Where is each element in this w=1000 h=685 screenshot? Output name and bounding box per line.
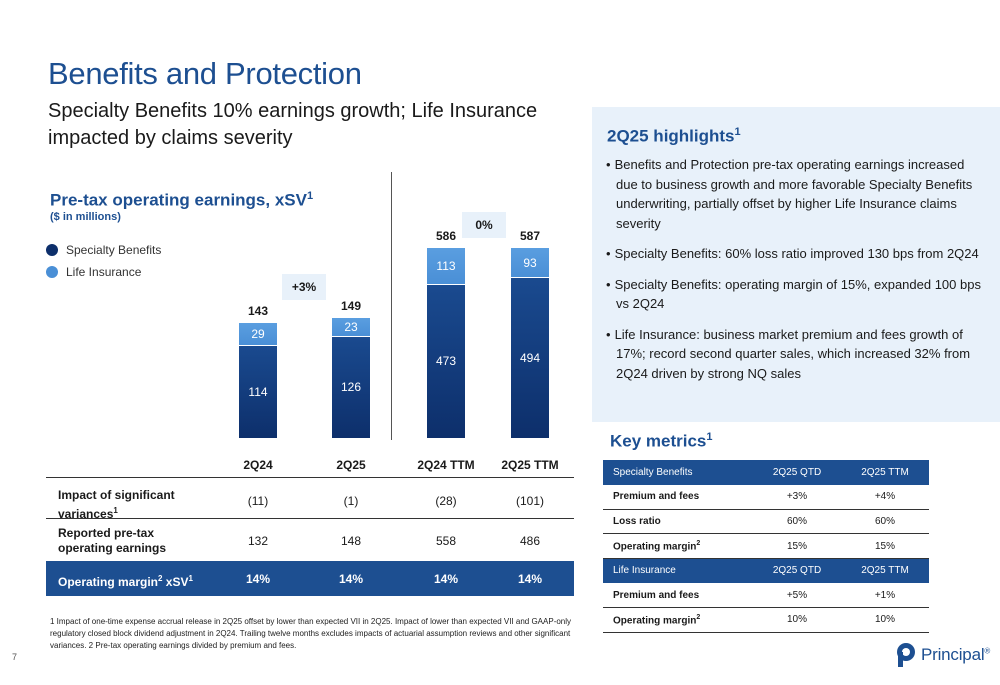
table-cell: 60% bbox=[841, 509, 929, 535]
table-header-cell: 2Q25 TTM bbox=[841, 460, 929, 485]
table-cell: 10% bbox=[841, 607, 929, 633]
table-header-cell: Specialty Benefits bbox=[603, 460, 753, 485]
table-header-cell: 2Q25 QTD bbox=[753, 558, 841, 583]
bar-total-label: 586 bbox=[435, 229, 457, 244]
row-label-variances: Impact of significant variances1 bbox=[58, 488, 175, 521]
table-divider bbox=[46, 477, 574, 478]
growth-label: 0% bbox=[462, 212, 506, 238]
table-header-cell: Life Insurance bbox=[603, 558, 753, 583]
table-row: Operating margin2 10% 10% bbox=[603, 607, 929, 633]
table-cell: 14% bbox=[433, 572, 459, 586]
table-cell: 148 bbox=[340, 534, 362, 548]
legend-item-life: Life Insurance bbox=[46, 265, 141, 279]
category-label: 2Q25 bbox=[336, 458, 366, 472]
highlight-item: Specialty Benefits: operating margin of … bbox=[606, 275, 986, 314]
key-metrics-table: Specialty Benefits 2Q25 QTD 2Q25 TTM Pre… bbox=[603, 460, 929, 633]
principal-logo-icon bbox=[897, 643, 915, 667]
operating-margin-row: Operating margin2 xSV1 14% 14% 14% 14% bbox=[46, 561, 574, 596]
legend-dot-icon bbox=[46, 244, 58, 256]
category-label: 2Q24 TTM bbox=[417, 458, 475, 472]
table-cell: 60% bbox=[753, 509, 841, 535]
chart-unit: ($ in millions) bbox=[50, 211, 121, 223]
bar-life-insurance: 113 bbox=[427, 248, 465, 284]
table-cell: +4% bbox=[841, 484, 929, 510]
table-cell: 14% bbox=[245, 572, 271, 586]
table-row: Premium and fees +3% +4% bbox=[603, 484, 929, 510]
table-cell: 132 bbox=[247, 534, 269, 548]
highlights-list: Benefits and Protection pre-tax operatin… bbox=[606, 155, 986, 394]
highlight-item: Life Insurance: business market premium … bbox=[606, 325, 986, 384]
table-row: Premium and fees +5% +1% bbox=[603, 582, 929, 609]
page-subtitle: Specialty Benefits 10% earnings growth; … bbox=[48, 100, 538, 149]
bar-specialty-benefits: 494 bbox=[511, 278, 549, 438]
table-cell: 10% bbox=[753, 607, 841, 633]
table-cell: +3% bbox=[753, 484, 841, 510]
bar-specialty-benefits: 473 bbox=[427, 284, 465, 438]
table-header-cell: 2Q25 TTM bbox=[841, 558, 929, 583]
table-cell: 15% bbox=[841, 533, 929, 559]
chart-title: Pre-tax operating earnings, xSV1 bbox=[50, 190, 314, 210]
table-cell: 14% bbox=[517, 572, 543, 586]
table-cell: 486 bbox=[519, 534, 541, 548]
bar-chart: 114 29 143 126 23 149 473 113 586 494 93 587 +3% 0% bbox=[0, 0, 600, 460]
table-cell: Premium and fees bbox=[603, 484, 753, 510]
table-header-cell: 2Q25 QTD bbox=[753, 460, 841, 485]
row-label-reported: Reported pre-tax operating earnings bbox=[58, 526, 167, 555]
highlights-title: 2Q25 highlights1 bbox=[607, 126, 741, 146]
table-cell: 558 bbox=[435, 534, 457, 548]
row-label-margin: Operating margin2 xSV1 bbox=[58, 574, 193, 589]
category-label: 2Q24 bbox=[243, 458, 273, 472]
table-header-row: Specialty Benefits 2Q25 QTD 2Q25 TTM bbox=[603, 460, 929, 485]
category-label: 2Q25 TTM bbox=[501, 458, 559, 472]
table-cell: (28) bbox=[435, 494, 457, 508]
table-cell: Operating margin2 bbox=[603, 533, 753, 559]
table-cell: Loss ratio bbox=[603, 509, 753, 535]
table-cell: 15% bbox=[753, 533, 841, 559]
table-row: Operating margin2 15% 15% bbox=[603, 533, 929, 559]
chart-divider bbox=[391, 172, 392, 440]
bar-total-label: 149 bbox=[340, 299, 362, 313]
logo-text: Principal® bbox=[921, 645, 991, 664]
legend-dot-icon bbox=[46, 266, 58, 278]
footnote: 1 Impact of one-time expense accrual rel… bbox=[50, 617, 572, 650]
table-cell: (11) bbox=[247, 494, 269, 508]
bar-life-insurance: 29 bbox=[239, 322, 277, 346]
bar-life-insurance: 93 bbox=[511, 248, 549, 278]
growth-label: +3% bbox=[282, 274, 326, 300]
bar-total-label: 143 bbox=[247, 303, 269, 318]
bar-total-label: 587 bbox=[519, 229, 541, 243]
table-cell: Premium and fees bbox=[603, 582, 753, 609]
table-divider bbox=[46, 518, 574, 519]
bar-specialty-benefits: 126 bbox=[332, 336, 370, 438]
table-cell: Operating margin2 bbox=[603, 607, 753, 633]
highlight-item: Benefits and Protection pre-tax operatin… bbox=[606, 155, 986, 233]
table-cell: 14% bbox=[338, 572, 364, 586]
page-number: 7 bbox=[12, 652, 18, 662]
key-metrics-title: Key metrics1 bbox=[610, 431, 713, 451]
table-row: Loss ratio 60% 60% bbox=[603, 509, 929, 535]
bar-specialty-benefits: 114 bbox=[239, 346, 277, 438]
table-cell: (101) bbox=[515, 494, 544, 508]
table-cell: +5% bbox=[753, 582, 841, 609]
table-header-row: Life Insurance 2Q25 QTD 2Q25 TTM bbox=[603, 558, 929, 583]
table-cell: (1) bbox=[343, 494, 359, 508]
legend-item-specialty: Specialty Benefits bbox=[46, 243, 161, 257]
page-title: Benefits and Protection bbox=[48, 56, 362, 91]
principal-logo: Principal® bbox=[895, 642, 990, 668]
highlight-item: Specialty Benefits: 60% loss ratio impro… bbox=[606, 244, 986, 264]
bar-life-insurance: 23 bbox=[332, 318, 370, 336]
table-cell: +1% bbox=[841, 582, 929, 609]
